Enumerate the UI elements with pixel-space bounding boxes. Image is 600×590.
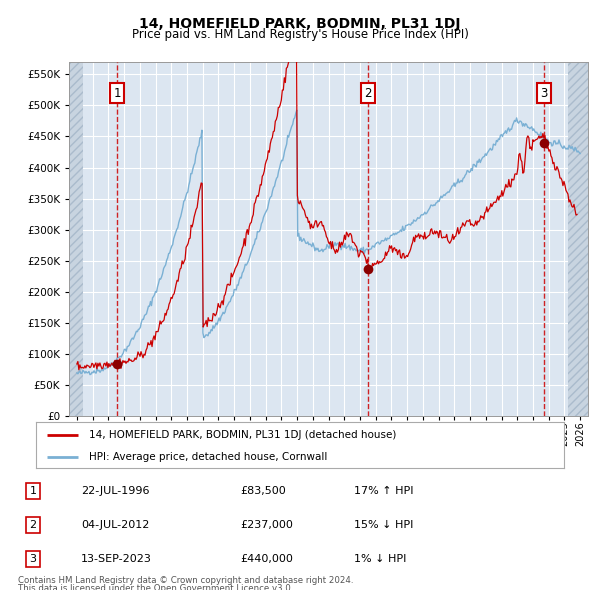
Text: 15% ↓ HPI: 15% ↓ HPI [354,520,413,530]
Text: Contains HM Land Registry data © Crown copyright and database right 2024.: Contains HM Land Registry data © Crown c… [18,576,353,585]
Text: 2: 2 [29,520,37,530]
Text: This data is licensed under the Open Government Licence v3.0.: This data is licensed under the Open Gov… [18,584,293,590]
Text: 1% ↓ HPI: 1% ↓ HPI [354,555,406,564]
Text: 3: 3 [29,555,37,564]
Text: Price paid vs. HM Land Registry's House Price Index (HPI): Price paid vs. HM Land Registry's House … [131,28,469,41]
Text: £83,500: £83,500 [240,486,286,496]
Text: £440,000: £440,000 [240,555,293,564]
Text: 22-JUL-1996: 22-JUL-1996 [81,486,149,496]
Text: 3: 3 [540,87,548,100]
Text: 04-JUL-2012: 04-JUL-2012 [81,520,149,530]
Bar [69,62,83,416]
Text: 17% ↑ HPI: 17% ↑ HPI [354,486,413,496]
Text: 14, HOMEFIELD PARK, BODMIN, PL31 1DJ: 14, HOMEFIELD PARK, BODMIN, PL31 1DJ [139,17,461,31]
Text: 14, HOMEFIELD PARK, BODMIN, PL31 1DJ (detached house): 14, HOMEFIELD PARK, BODMIN, PL31 1DJ (de… [89,430,396,440]
Text: £237,000: £237,000 [240,520,293,530]
Text: 13-SEP-2023: 13-SEP-2023 [81,555,152,564]
Text: 1: 1 [113,87,121,100]
Text: 2: 2 [364,87,372,100]
Bar [568,62,588,416]
Text: 1: 1 [29,486,37,496]
Text: HPI: Average price, detached house, Cornwall: HPI: Average price, detached house, Corn… [89,451,327,461]
